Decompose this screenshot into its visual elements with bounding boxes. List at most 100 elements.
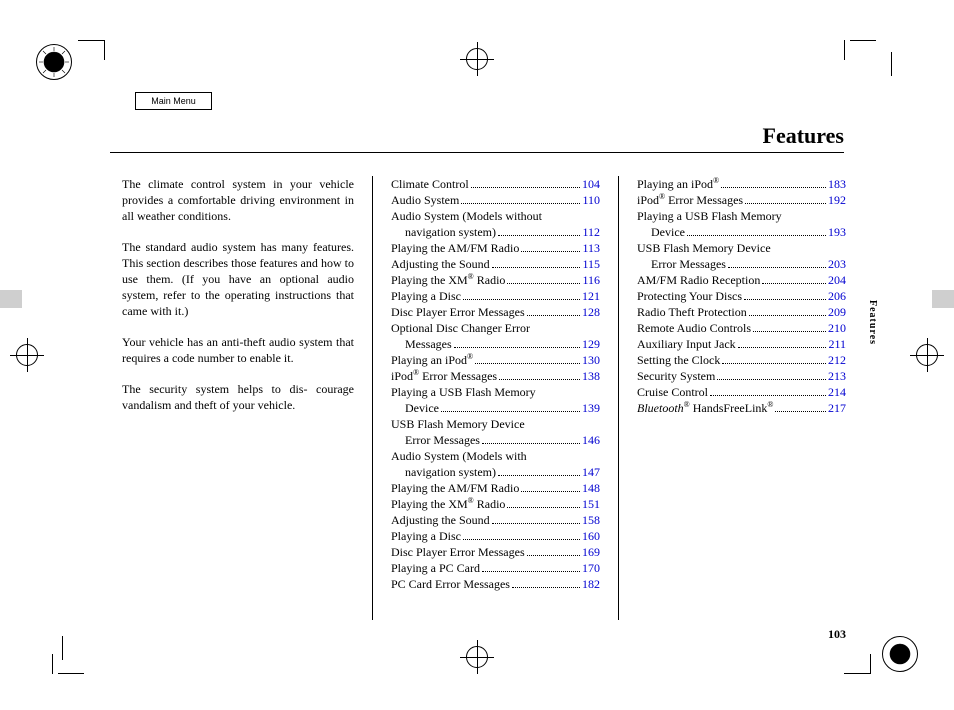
toc-page-link[interactable]: 130 [582, 352, 600, 368]
toc-entry: Playing the AM/FM Radio 148 [391, 480, 600, 496]
toc-page-link[interactable]: 147 [582, 464, 600, 480]
crop-mark-icon [78, 40, 110, 64]
toc-page-link[interactable]: 183 [828, 176, 846, 192]
toc-page-link[interactable]: 193 [828, 224, 846, 240]
registration-mark-icon [16, 344, 38, 366]
toc-leader-dots [749, 314, 826, 316]
toc-page-link[interactable]: 158 [582, 512, 600, 528]
toc-page-link[interactable]: 169 [582, 544, 600, 560]
toc-entry: Cruise Control214 [637, 384, 846, 400]
toc-label: Audio System [391, 192, 459, 208]
crop-mark-icon [844, 650, 876, 674]
toc-page-link[interactable]: 212 [828, 352, 846, 368]
toc-leader-dots [722, 362, 826, 364]
toc-entry: Playing an iPod®183 [637, 176, 846, 192]
toc-entry: Playing a USB Flash Memory [391, 384, 600, 400]
intro-paragraph: The security system helps to dis- courag… [122, 381, 354, 413]
toc-leader-dots [454, 346, 580, 348]
column-separator [618, 176, 619, 620]
toc-entry: Disc Player Error Messages128 [391, 304, 600, 320]
toc-label: iPod® Error Messages [637, 192, 743, 208]
ink-mark-icon [882, 636, 918, 672]
toc-entry: Error Messages 146 [391, 432, 600, 448]
toc-page-link[interactable]: 209 [828, 304, 846, 320]
toc-entry: Optional Disc Changer Error [391, 320, 600, 336]
toc-entry: Protecting Your Discs206 [637, 288, 846, 304]
toc-label: Disc Player Error Messages [391, 544, 525, 560]
toc-leader-dots [521, 250, 580, 252]
toc-page-link[interactable]: 214 [828, 384, 846, 400]
toc-label: navigation system) [405, 464, 496, 480]
toc-label: Adjusting the Sound [391, 512, 490, 528]
toc-entry: PC Card Error Messages182 [391, 576, 600, 592]
toc-page-link[interactable]: 204 [828, 272, 846, 288]
toc-page-link[interactable]: 148 [582, 480, 600, 496]
toc-page-link[interactable]: 192 [828, 192, 846, 208]
toc-label: Playing a Disc [391, 528, 461, 544]
toc-label: Audio System (Models without [391, 208, 542, 224]
toc-label: Optional Disc Changer Error [391, 320, 530, 336]
toc-entry: Playing a PC Card170 [391, 560, 600, 576]
toc-leader-dots [475, 362, 580, 364]
toc-entry: AM/FM Radio Reception 204 [637, 272, 846, 288]
toc-leader-dots [728, 266, 826, 268]
toc-page-link[interactable]: 121 [582, 288, 600, 304]
toc-page-link[interactable]: 129 [582, 336, 600, 352]
toc-leader-dots [441, 410, 580, 412]
toc-page-link[interactable]: 112 [582, 224, 600, 240]
toc-page-link[interactable]: 206 [828, 288, 846, 304]
toc-column-a: Climate Control104Audio System110Audio S… [391, 176, 600, 620]
toc-entry: Audio System (Models with [391, 448, 600, 464]
toc-page-link[interactable]: 110 [582, 192, 600, 208]
toc-page-link[interactable]: 151 [582, 496, 600, 512]
grey-tab-left [0, 290, 22, 308]
toc-entry: Audio System 110 [391, 192, 600, 208]
toc-page-link[interactable]: 113 [582, 240, 600, 256]
toc-page-link[interactable]: 139 [582, 400, 600, 416]
toc-entry: Playing a USB Flash Memory [637, 208, 846, 224]
toc-leader-dots [507, 282, 580, 284]
toc-page-link[interactable]: 203 [828, 256, 846, 272]
toc-page-link[interactable]: 146 [582, 432, 600, 448]
toc-entry: Audio System (Models without [391, 208, 600, 224]
toc-leader-dots [498, 474, 580, 476]
toc-leader-dots [710, 394, 826, 396]
toc-page-link[interactable]: 211 [828, 336, 846, 352]
toc-entry: Security System213 [637, 368, 846, 384]
toc-page-link[interactable]: 182 [582, 576, 600, 592]
toc-leader-dots [499, 378, 580, 380]
toc-label: Playing the AM/FM Radio [391, 480, 519, 496]
toc-page-link[interactable]: 210 [828, 320, 846, 336]
toc-page-link[interactable]: 170 [582, 560, 600, 576]
toc-page-link[interactable]: 115 [582, 256, 600, 272]
toc-page-link[interactable]: 160 [582, 528, 600, 544]
toc-leader-dots [498, 234, 580, 236]
toc-page-link[interactable]: 104 [582, 176, 600, 192]
toc-leader-dots [721, 186, 826, 188]
registration-mark-icon [916, 344, 938, 366]
toc-label: Error Messages [405, 432, 480, 448]
toc-label: Playing the XM® Radio [391, 496, 505, 512]
toc-page-link[interactable]: 128 [582, 304, 600, 320]
toc-label: Playing a USB Flash Memory [637, 208, 782, 224]
toc-label: Error Messages [651, 256, 726, 272]
toc-leader-dots [521, 490, 580, 492]
toc-page-link[interactable]: 116 [582, 272, 600, 288]
main-menu-button[interactable]: Main Menu [135, 92, 212, 110]
toc-label: AM/FM Radio Reception [637, 272, 760, 288]
toc-entry: Playing the XM® Radio116 [391, 272, 600, 288]
toc-page-link[interactable]: 138 [582, 368, 600, 384]
toc-entry: Playing a Disc121 [391, 288, 600, 304]
toc-page-link[interactable]: 213 [828, 368, 846, 384]
toc-label: Device [405, 400, 439, 416]
toc-entry: Adjusting the Sound 158 [391, 512, 600, 528]
toc-leader-dots [738, 346, 827, 348]
toc-leader-dots [482, 442, 580, 444]
toc-label: USB Flash Memory Device [637, 240, 771, 256]
toc-page-link[interactable]: 217 [828, 400, 846, 416]
ink-mark-icon [36, 44, 72, 80]
toc-entry: Playing a Disc 160 [391, 528, 600, 544]
toc-leader-dots [745, 202, 826, 204]
crop-mark-icon [62, 636, 63, 660]
intro-paragraph: Your vehicle has an anti-theft audio sys… [122, 334, 354, 366]
